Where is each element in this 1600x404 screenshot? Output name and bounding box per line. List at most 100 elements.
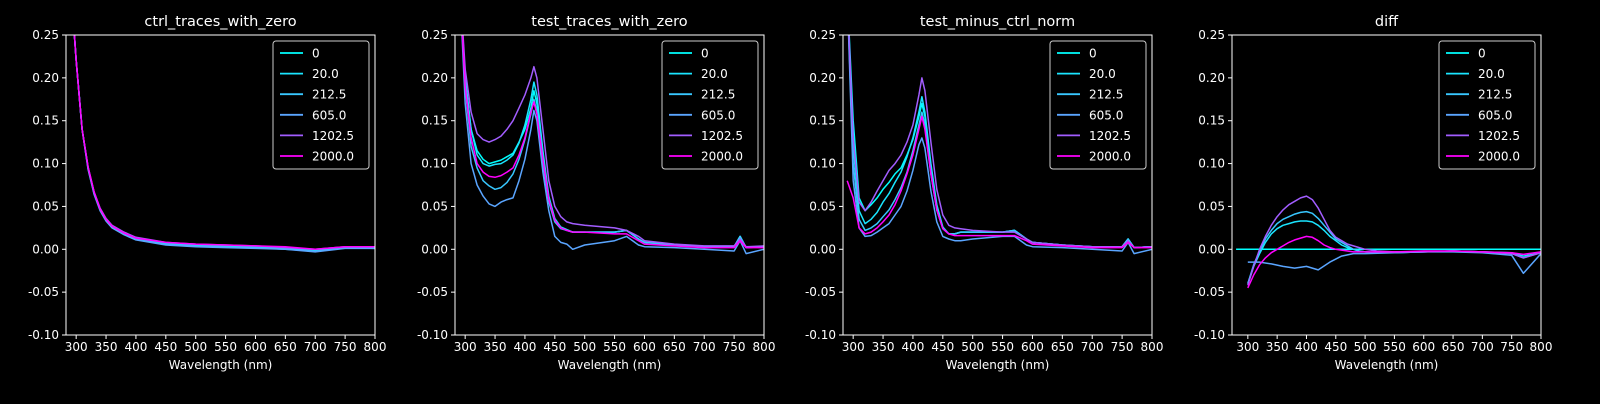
y-tick-label: 0.25 bbox=[1198, 28, 1225, 42]
x-tick-label: 350 bbox=[1266, 340, 1289, 354]
legend-label: 2000.0 bbox=[1089, 150, 1131, 164]
legend-label: 212.5 bbox=[1478, 88, 1512, 102]
x-tick-label: 600 bbox=[1412, 340, 1435, 354]
x-tick-label: 750 bbox=[1111, 340, 1134, 354]
legend-label: 20.0 bbox=[312, 67, 339, 81]
legend-label: 20.0 bbox=[701, 67, 728, 81]
x-tick-label: 400 bbox=[124, 340, 147, 354]
legend: 0 20.0 212.5 605.0 1202.5 2000.0 bbox=[661, 40, 759, 170]
chart-title: test_traces_with_zero bbox=[531, 14, 688, 30]
axes-frame bbox=[1231, 34, 1542, 336]
legend-label: 212.5 bbox=[312, 88, 346, 102]
chart-title: test_minus_ctrl_norm bbox=[920, 14, 1075, 30]
x-tick-label: 800 bbox=[1141, 340, 1164, 354]
axes-frame bbox=[454, 34, 765, 336]
x-tick-label: 750 bbox=[334, 340, 357, 354]
y-tick-label: 0.00 bbox=[1198, 242, 1225, 256]
x-tick-label: 500 bbox=[184, 340, 207, 354]
chart-title: ctrl_traces_with_zero bbox=[144, 14, 296, 30]
legend-label: 605.0 bbox=[1089, 108, 1123, 122]
legend-label: 1202.5 bbox=[1478, 129, 1520, 143]
y-tick-label: 0.05 bbox=[32, 199, 59, 213]
chart-panel-2: 300 350 400 450 500 550 600 650 700 750 800 -0.10 -0… bbox=[417, 14, 776, 372]
x-tick-label: 650 bbox=[1051, 340, 1074, 354]
x-tick-label: 350 bbox=[872, 340, 895, 354]
x-tick-label: 650 bbox=[1442, 340, 1465, 354]
legend-label: 605.0 bbox=[701, 108, 735, 122]
y-tick-label: 0.05 bbox=[421, 199, 448, 213]
y-tick-label: 0.15 bbox=[1198, 114, 1225, 128]
y-tick-label: -0.05 bbox=[28, 285, 59, 299]
y-tick-label: 0.10 bbox=[809, 157, 836, 171]
y-tick-label: 0.05 bbox=[1198, 199, 1225, 213]
x-tick-label: 450 bbox=[1324, 340, 1347, 354]
series-line-1202.5 bbox=[848, 35, 1152, 249]
x-tick-label: 500 bbox=[573, 340, 596, 354]
y-tick-label: 0.25 bbox=[421, 28, 448, 42]
x-tick-label: 500 bbox=[1354, 340, 1377, 354]
x-tick-label: 550 bbox=[214, 340, 237, 354]
legend-label: 2000.0 bbox=[1478, 150, 1520, 164]
x-tick-label: 550 bbox=[991, 340, 1014, 354]
x-tick-label: 550 bbox=[603, 340, 626, 354]
series-line-1202.5 bbox=[462, 35, 764, 248]
x-tick-label: 700 bbox=[1471, 340, 1494, 354]
x-tick-label: 400 bbox=[901, 340, 924, 354]
x-tick-label: 500 bbox=[961, 340, 984, 354]
legend-label: 0 bbox=[1478, 47, 1486, 61]
axes-frame bbox=[65, 34, 376, 336]
x-tick-label: 600 bbox=[1021, 340, 1044, 354]
series-line-2000.0 bbox=[73, 35, 375, 251]
legend: 0 20.0 212.5 605.0 1202.5 2000.0 bbox=[272, 40, 370, 170]
y-tick-label: 0.15 bbox=[809, 114, 836, 128]
x-tick-label: 400 bbox=[1295, 340, 1318, 354]
y-tick-label: 0.20 bbox=[809, 71, 836, 85]
legend: 0 20.0 212.5 605.0 1202.5 2000.0 bbox=[1049, 40, 1147, 170]
legend-label: 605.0 bbox=[1478, 108, 1512, 122]
x-tick-label: 350 bbox=[484, 340, 507, 354]
x-tick-label: 550 bbox=[1383, 340, 1406, 354]
x-tick-label: 600 bbox=[633, 340, 656, 354]
y-tick-label: 0.00 bbox=[421, 242, 448, 256]
x-axis-label: Wavelength (nm) bbox=[946, 358, 1050, 372]
axes-frame bbox=[842, 34, 1153, 336]
legend-label: 20.0 bbox=[1478, 67, 1505, 81]
x-tick-label: 450 bbox=[154, 340, 177, 354]
x-tick-label: 450 bbox=[543, 340, 566, 354]
y-tick-label: -0.10 bbox=[1194, 328, 1225, 342]
legend-label: 212.5 bbox=[701, 88, 735, 102]
y-tick-label: 0.05 bbox=[809, 199, 836, 213]
x-tick-label: 350 bbox=[95, 340, 118, 354]
legend: 0 20.0 212.5 605.0 1202.5 2000.0 bbox=[1438, 40, 1536, 170]
series-line-2000.0 bbox=[461, 35, 764, 249]
y-tick-label: 0.10 bbox=[421, 157, 448, 171]
x-tick-label: 300 bbox=[65, 340, 88, 354]
x-tick-label: 650 bbox=[274, 340, 297, 354]
series-line-605.0 bbox=[1247, 251, 1541, 275]
series-line-605.0 bbox=[461, 35, 764, 255]
y-tick-label: 0.25 bbox=[809, 28, 836, 42]
x-axis-label: Wavelength (nm) bbox=[1335, 358, 1439, 372]
y-tick-label: 0.20 bbox=[421, 71, 448, 85]
legend-label: 605.0 bbox=[312, 108, 346, 122]
x-axis-label: Wavelength (nm) bbox=[169, 358, 273, 372]
y-tick-label: 0.00 bbox=[32, 242, 59, 256]
legend-label: 1202.5 bbox=[701, 129, 743, 143]
legend-label: 0 bbox=[312, 47, 320, 61]
legend-label: 20.0 bbox=[1089, 67, 1116, 81]
series-line-605.0 bbox=[847, 35, 1152, 255]
x-tick-label: 700 bbox=[304, 340, 327, 354]
chart-title: diff bbox=[1375, 14, 1399, 30]
x-tick-label: 700 bbox=[693, 340, 716, 354]
y-tick-label: -0.10 bbox=[805, 328, 836, 342]
y-tick-label: 0.20 bbox=[32, 71, 59, 85]
series-group bbox=[846, 35, 1152, 255]
x-tick-label: 650 bbox=[663, 340, 686, 354]
series-line-2000.0 bbox=[1247, 235, 1541, 289]
x-axis-label: Wavelength (nm) bbox=[558, 358, 662, 372]
chart-panel-1: 300 350 400 450 500 550 600 650 700 750 800 -0.10 -0… bbox=[28, 14, 387, 372]
chart-panel-4: 300 350 400 450 500 550 600 650 700 750 800 -0.10 -0… bbox=[1194, 14, 1553, 372]
y-tick-label: -0.05 bbox=[1194, 285, 1225, 299]
